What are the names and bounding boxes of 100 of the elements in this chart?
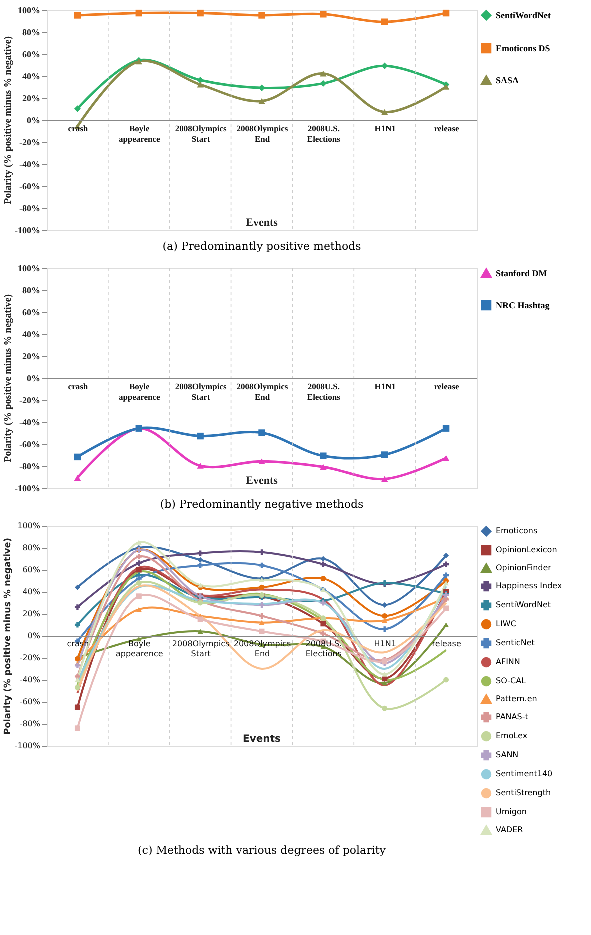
point	[320, 464, 327, 470]
point	[258, 12, 266, 19]
y-tick-label: 100%	[18, 6, 40, 16]
point	[136, 580, 142, 586]
point	[444, 580, 450, 586]
point	[382, 109, 388, 116]
legend-label: NRC Hashtag	[496, 300, 550, 310]
x-tick-label: H1N1	[374, 640, 396, 648]
point	[442, 455, 450, 462]
legend-label: SentiStrength	[496, 788, 552, 798]
point	[197, 10, 204, 17]
point	[258, 98, 266, 104]
point	[74, 584, 80, 590]
point	[320, 576, 326, 582]
point	[442, 84, 450, 90]
y-tick-label: 0%	[27, 374, 40, 384]
x-tick-label: 2008Olympics Start	[175, 382, 228, 402]
y-tick-label: -60%	[20, 698, 41, 706]
point	[198, 557, 204, 563]
y-tick-label: -80%	[20, 204, 40, 214]
point	[197, 77, 204, 84]
x-axis-title: Events	[246, 217, 279, 229]
point	[444, 606, 450, 612]
point	[320, 556, 326, 562]
legend-label: VADER	[496, 826, 524, 834]
point	[259, 628, 265, 634]
point	[198, 562, 204, 568]
point	[320, 80, 327, 88]
y-tick-label: -40%	[20, 418, 40, 428]
point	[259, 613, 265, 619]
point	[382, 626, 388, 632]
text: (b) Predominantly negative methods	[160, 498, 364, 511]
legend-label: Happiness Index	[496, 582, 562, 590]
point	[74, 678, 80, 682]
legend-label: SASA	[496, 76, 520, 86]
text: (c) Methods with various degrees of polarity	[138, 844, 387, 857]
legend-label: Emoticons	[496, 526, 538, 536]
x-tick-label: 2008U.S. Elections	[307, 124, 342, 144]
point	[74, 704, 80, 710]
y-tick-label: 40%	[22, 588, 41, 596]
x-tick-label: crash	[68, 124, 88, 134]
legend-label: Umigon	[496, 808, 527, 816]
point	[444, 562, 450, 568]
y-axis-title: Polarity (% positive minus % negative)	[4, 538, 14, 736]
y-tick-label: -100%	[15, 226, 40, 236]
legend-label: OpinionFinder	[496, 564, 552, 572]
y-tick-label: -60%	[20, 182, 40, 192]
point	[320, 621, 326, 627]
y-tick-label: -100%	[14, 742, 41, 750]
point	[74, 622, 80, 628]
y-tick-label: 100%	[18, 264, 40, 274]
point	[74, 475, 82, 482]
y-tick-label: 60%	[22, 308, 40, 318]
point	[136, 10, 142, 17]
point	[198, 583, 204, 588]
point	[198, 616, 204, 622]
point	[382, 618, 388, 623]
point	[258, 430, 266, 436]
legend-label: SO-CAL	[496, 676, 527, 686]
y-tick-label: 80%	[22, 544, 41, 552]
x-tick-label: release	[434, 124, 460, 134]
y-tick-label: -60%	[20, 440, 40, 450]
point	[74, 454, 82, 461]
point	[136, 560, 142, 566]
y-tick-label: 20%	[22, 352, 40, 362]
point	[382, 613, 388, 619]
y-tick-label: -80%	[20, 720, 41, 728]
point	[197, 463, 204, 469]
point	[258, 84, 266, 92]
point	[442, 10, 450, 17]
x-tick-label: H1N1	[374, 382, 396, 392]
y-tick-label: 80%	[22, 286, 40, 296]
x-tick-label: 2008U.S. Elections	[307, 382, 342, 402]
y-tick-label: 60%	[22, 50, 40, 60]
y-tick-label: 80%	[22, 28, 40, 38]
point	[136, 594, 142, 600]
y-tick-label: -100%	[15, 484, 40, 494]
y-tick-label: 20%	[22, 610, 41, 618]
legend-label: PANAS-t	[496, 712, 528, 722]
point	[136, 607, 142, 612]
legend-label: Pattern.en	[496, 694, 538, 704]
legend-label: Sentiment140	[496, 770, 553, 778]
point	[382, 18, 388, 26]
x-tick-label: crash	[68, 382, 88, 392]
point	[382, 476, 388, 482]
x-tick-label: Boyle appearence	[116, 640, 164, 658]
point	[197, 432, 204, 440]
point	[258, 458, 266, 465]
legend-label: Emoticons DS	[496, 44, 550, 54]
legend-label: OpinionLexicon	[496, 546, 558, 554]
legend-label: SentiWordNet	[496, 10, 551, 20]
point	[74, 12, 82, 19]
point	[320, 452, 327, 460]
point	[382, 680, 388, 686]
y-tick-label: 40%	[22, 330, 40, 340]
point	[382, 672, 388, 677]
point	[444, 677, 450, 683]
point	[74, 662, 80, 668]
y-tick-label: 0%	[27, 116, 40, 126]
legend-label: SenticNet	[496, 638, 535, 648]
